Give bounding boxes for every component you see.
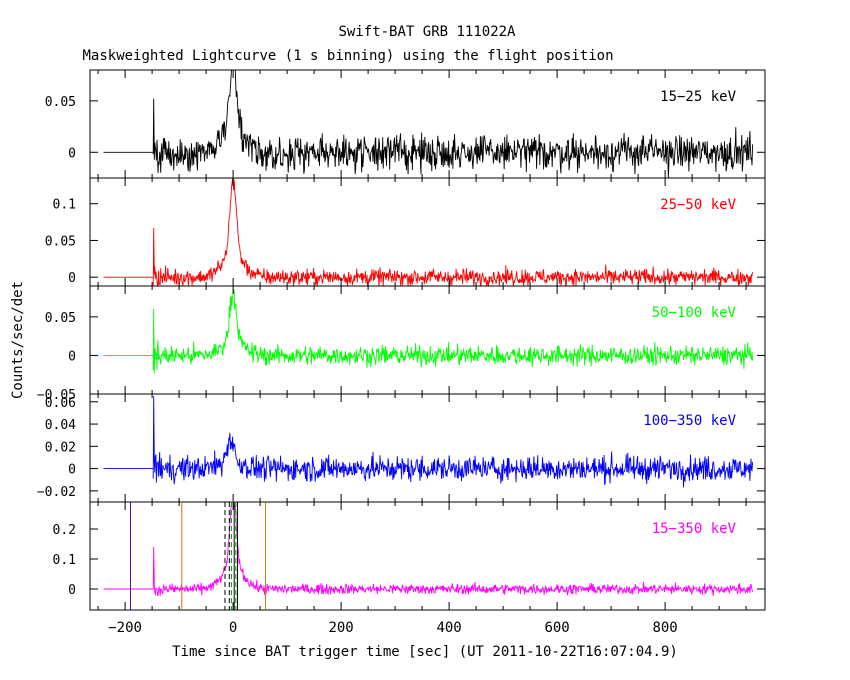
panel-frame [89, 501, 766, 611]
y-tick-label: 0 [68, 271, 76, 286]
panel-3: −0.05 0 0.05 50−100 keV [37, 285, 766, 403]
y-tick-label: 0 [68, 463, 76, 478]
y-tick-label: 0.05 [45, 234, 76, 249]
energy-band-label: 15−350 keV [652, 521, 737, 537]
lightcurve-series [103, 69, 754, 179]
y-tick-label: 0.1 [53, 553, 76, 568]
y-tick-label: 0 [68, 583, 76, 598]
panel-frame [89, 393, 766, 503]
panel-1: 0 0.05 15−25 keV [45, 69, 766, 179]
energy-band-label: 50−100 keV [652, 305, 737, 321]
energy-band-label: 100−350 keV [643, 413, 736, 429]
energy-band-label: 25−50 keV [660, 197, 736, 213]
panel-frame [89, 285, 766, 395]
panel-2: 0 0.05 0.1 25−50 keV [45, 177, 766, 287]
x-tick-label: 800 [652, 620, 677, 636]
lightcurve-series [103, 501, 754, 597]
x-tick-label: 200 [328, 620, 353, 636]
y-tick-label: 0.2 [53, 523, 76, 538]
x-tick-label: 600 [544, 620, 569, 636]
y-tick-label: 0.05 [45, 311, 76, 326]
y-tick-label: 0.02 [45, 440, 76, 455]
panels-group: 0 0.05 15−25 keV 0 0.05 0.1 25−50 keV −0.05 0 0.0… [37, 69, 766, 636]
x-tick-label: −200 [108, 620, 142, 636]
y-tick-label: −0.02 [37, 485, 76, 500]
y-tick-label: 0.05 [45, 95, 76, 110]
x-tick-label: 0 [229, 620, 237, 636]
y-tick-label: −0.05 [37, 388, 76, 403]
panel-frame [89, 69, 766, 179]
x-axis-label: Time since BAT trigger time [sec] (UT 20… [172, 644, 678, 660]
panel-frame [89, 177, 766, 287]
lightcurve-series [103, 396, 754, 488]
y-tick-label: 0.04 [45, 418, 76, 433]
panel-5: 0 0.1 0.2 −200 0 200 400 600 800 15−350 keV [53, 501, 766, 636]
y-tick-label: 0 [68, 349, 76, 364]
y-tick-label: 0.06 [45, 396, 76, 411]
chart-subtitle: Maskweighted Lightcurve (1 s binning) us… [82, 48, 613, 64]
lightcurve-series [103, 178, 754, 287]
y-tick-label: 0 [68, 146, 76, 161]
y-axis-label: Counts/sec/det [10, 281, 26, 399]
x-tick-label: 400 [436, 620, 461, 636]
chart-title: Swift-BAT GRB 111022A [338, 24, 516, 40]
lightcurve-series [103, 289, 754, 374]
y-tick-label: 0.1 [53, 198, 76, 213]
energy-band-label: 15−25 keV [660, 89, 736, 105]
panel-4: −0.02 0 0.02 0.04 0.06 100−350 keV [37, 393, 766, 503]
